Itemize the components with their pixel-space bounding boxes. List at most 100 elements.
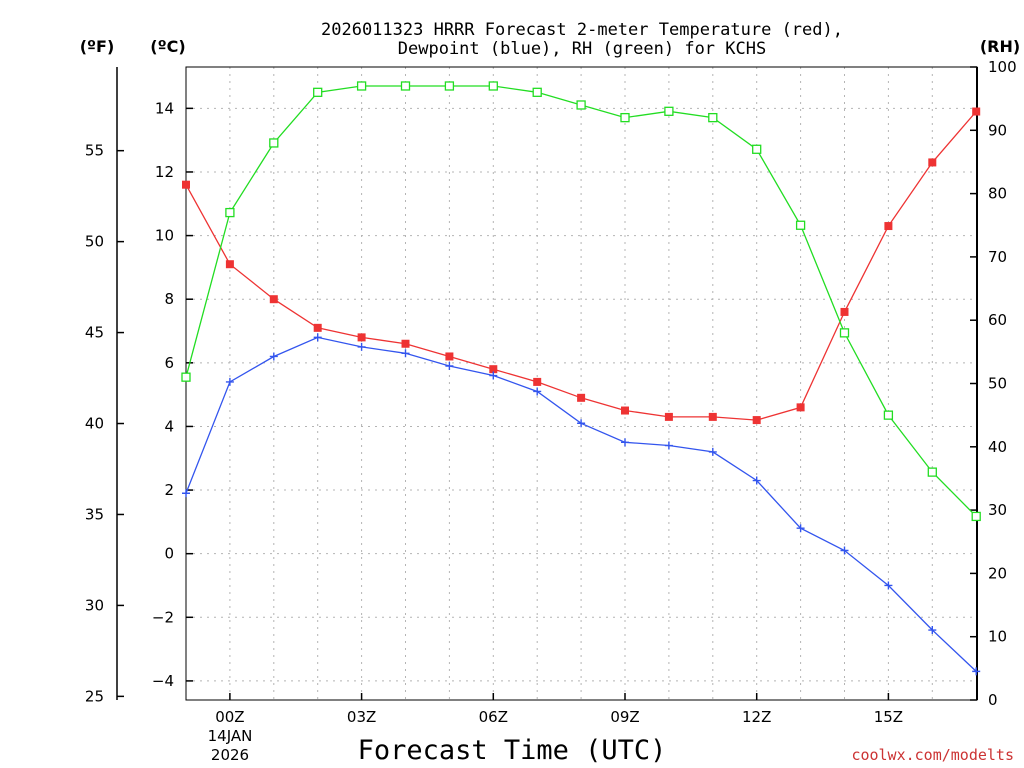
rh-point	[576, 100, 586, 110]
time-axis-ticks: 00Z 03Z 06Z 09Z 12Z 15Z	[215, 693, 903, 726]
time-tick-label: 12Z	[742, 708, 771, 726]
rh-tick-label: 80	[988, 185, 1007, 203]
celsius-tick-label: 10	[155, 227, 174, 245]
dewpoint-point	[225, 377, 234, 386]
rh-tick-label: 50	[988, 375, 1007, 393]
rh-tick-label: 10	[988, 628, 1007, 646]
fahrenheit-tick-label: 55	[85, 142, 104, 160]
chart-title: 2026011323 HRRR Forecast 2-meter Tempera…	[321, 20, 843, 59]
dewpoint-point	[752, 476, 761, 485]
rh-point	[356, 81, 367, 91]
celsius-tick-label: 8	[164, 290, 174, 308]
temperature-point	[313, 323, 322, 332]
fahrenheit-tick-label: 45	[85, 324, 104, 342]
grid-lines	[186, 67, 977, 700]
rh-tick-label: 40	[988, 438, 1007, 456]
dewpoint-point	[840, 546, 849, 555]
celsius-axis-ticks: −4 −2 0 2 4 6 8 10 12 14	[152, 99, 193, 690]
rh-point	[839, 328, 850, 338]
rh-point	[883, 410, 894, 420]
rh-point	[444, 81, 455, 91]
celsius-tick-label: −2	[152, 608, 174, 626]
temperature-point	[664, 412, 673, 421]
dewpoint-point	[621, 438, 629, 447]
rh-tick-label: 90	[988, 121, 1007, 139]
rh-point	[620, 112, 630, 123]
celsius-tick-label: 2	[164, 481, 174, 499]
dewpoint-point	[884, 581, 893, 590]
temperature-point	[357, 333, 366, 342]
dewpoint-point	[313, 333, 322, 342]
series-layer	[181, 81, 981, 676]
fahrenheit-tick-label: 50	[85, 233, 104, 251]
fahrenheit-axis-label: (ºF)	[80, 37, 115, 56]
rh-axis-label: (RH)	[980, 37, 1020, 56]
rh-tick-label: 70	[988, 248, 1007, 266]
rh-tick-label: 20	[988, 564, 1007, 582]
temperature-point	[577, 393, 586, 402]
credit-text: coolwx.com/modelts	[851, 746, 1014, 764]
rh-point	[708, 112, 718, 123]
temperature-point	[884, 222, 893, 231]
rh-point	[532, 87, 542, 97]
fahrenheit-tick-label: 30	[85, 596, 104, 614]
temperature-point	[269, 295, 278, 304]
temperature-point	[182, 180, 190, 189]
celsius-tick-label: 12	[155, 163, 174, 181]
temperature-point	[928, 158, 937, 167]
temperature-point	[621, 406, 629, 415]
time-tick-label: 06Z	[479, 708, 508, 726]
temperature-point	[840, 307, 849, 316]
rh-point	[664, 106, 674, 116]
chart-title-line-1: 2026011323 HRRR Forecast 2-meter Tempera…	[321, 20, 843, 40]
temperature-point	[708, 412, 717, 421]
dewpoint-point	[533, 387, 542, 396]
rh-point	[225, 207, 235, 218]
fahrenheit-tick-label: 25	[85, 687, 104, 705]
rh-tick-label: 0	[988, 691, 998, 709]
dewpoint-point	[445, 362, 454, 371]
rh-tick-label: 60	[988, 311, 1007, 329]
dewpoint-point	[357, 342, 366, 351]
dewpoint-point	[928, 626, 937, 635]
celsius-tick-label: 14	[155, 99, 174, 117]
dewpoint-point	[182, 489, 190, 498]
rh-point	[752, 144, 762, 154]
x-axis-title: Forecast Time (UTC)	[358, 735, 667, 766]
rh-line	[185, 85, 977, 517]
dewpoint-point	[269, 352, 278, 361]
rh-tick-label: 100	[988, 58, 1017, 76]
temperature-point	[489, 365, 498, 374]
dewpoint-point	[972, 667, 981, 676]
fahrenheit-axis-ticks: 25 30 35 40 45 50 55	[85, 142, 124, 705]
chart-title-line-2: Dewpoint (blue), RH (green) for KCHS	[398, 39, 766, 59]
rh-point	[795, 220, 806, 230]
rh-point	[927, 467, 937, 477]
rh-point	[181, 372, 191, 382]
temperature-line	[185, 111, 977, 421]
temperature-point	[796, 403, 805, 412]
dewpoint-point	[796, 524, 805, 533]
time-tick-label: 03Z	[347, 708, 376, 726]
dewpoint-point	[664, 441, 673, 450]
rh-point	[400, 81, 411, 91]
celsius-tick-label: −4	[152, 672, 174, 690]
fahrenheit-tick-label: 35	[85, 505, 104, 523]
dewpoint-point	[401, 349, 410, 358]
time-tick-label: 15Z	[874, 708, 903, 726]
temperature-point	[972, 107, 981, 116]
rh-point	[313, 87, 323, 97]
temperature-point	[401, 339, 410, 348]
dewpoint-point	[489, 371, 498, 380]
dewpoint-point	[708, 447, 717, 456]
celsius-tick-label: 6	[164, 354, 174, 372]
rh-point	[269, 138, 279, 148]
celsius-tick-label: 0	[164, 545, 174, 563]
time-tick-label: 09Z	[610, 708, 639, 726]
rh-point	[488, 81, 498, 91]
temperature-point	[445, 352, 454, 361]
time-tick-label: 00Z	[215, 708, 244, 726]
date-label-day: 14JAN	[208, 727, 253, 745]
temperature-point	[752, 416, 761, 425]
